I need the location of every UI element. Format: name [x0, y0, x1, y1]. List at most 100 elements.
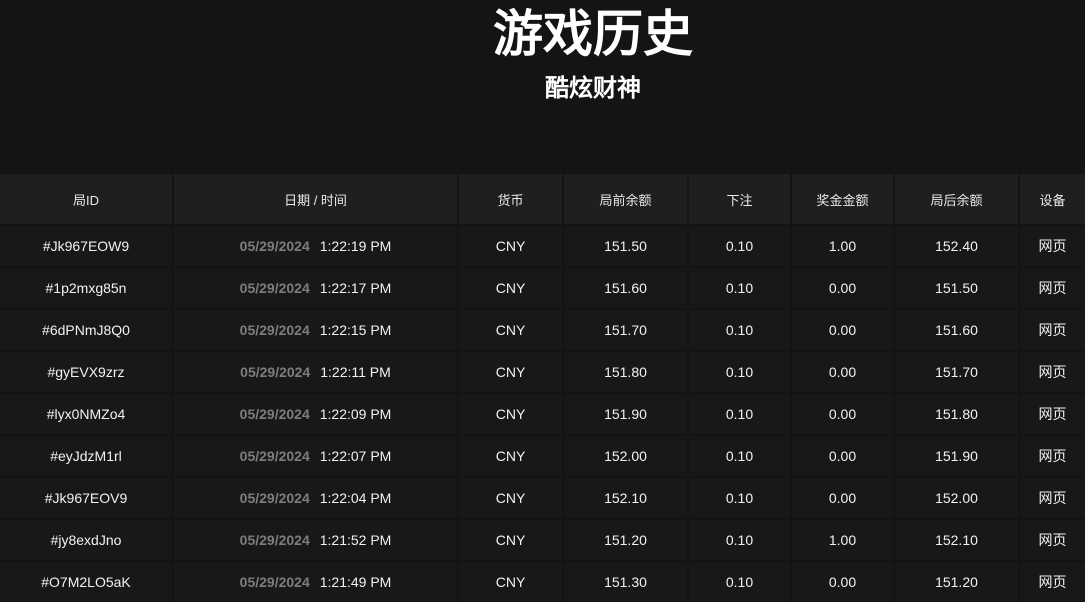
cell-bet: 0.10	[688, 350, 792, 393]
cell-win-amount: 0.00	[791, 308, 895, 351]
cell-win-amount: 0.00	[791, 476, 895, 519]
cell-balance-before: 151.30	[563, 560, 689, 602]
cell-bet: 0.10	[688, 266, 792, 309]
cell-balance-before: 152.00	[563, 434, 689, 477]
cell-balance-before: 151.90	[563, 392, 689, 435]
cell-bet: 0.10	[688, 224, 792, 267]
cell-round-id: #Jk967EOV9	[0, 476, 174, 519]
cell-device: 网页	[1019, 350, 1085, 393]
cell-currency: CNY	[458, 518, 564, 561]
time: 1:22:04 PM	[319, 490, 392, 506]
time: 1:22:07 PM	[319, 448, 392, 464]
cell-bet: 0.10	[688, 308, 792, 351]
cell-date-time: 05/29/2024 1:21:52 PM	[173, 518, 459, 561]
time: 1:22:11 PM	[320, 364, 391, 380]
cell-device: 网页	[1019, 476, 1085, 519]
cell-balance-after: 151.20	[894, 560, 1020, 602]
cell-device: 网页	[1019, 434, 1085, 477]
column-header-currency: 货币	[458, 174, 564, 225]
cell-bet: 0.10	[688, 518, 792, 561]
cell-currency: CNY	[458, 392, 564, 435]
column-header-round-id: 局ID	[0, 174, 174, 225]
cell-balance-after: 151.70	[894, 350, 1020, 393]
column-header-bet: 下注	[688, 174, 792, 225]
cell-round-id: #gyEVX9zrz	[0, 350, 174, 393]
cell-date-time: 05/29/2024 1:22:19 PM	[173, 224, 459, 267]
cell-date-time: 05/29/2024 1:22:09 PM	[173, 392, 459, 435]
cell-balance-after: 151.80	[894, 392, 1020, 435]
cell-date-time: 05/29/2024 1:22:17 PM	[173, 266, 459, 309]
cell-currency: CNY	[458, 476, 564, 519]
table-row[interactable]: #gyEVX9zrz 05/29/2024 1:22:11 PM CNY 151.80 0…	[0, 350, 1085, 393]
date: 05/29/2024	[239, 406, 310, 422]
column-header-balance-before: 局前余额	[563, 174, 689, 225]
table-row[interactable]: #Jk967EOW9 05/29/2024 1:22:19 PM CNY 151.50 0…	[0, 224, 1085, 267]
date: 05/29/2024	[239, 238, 310, 254]
time: 1:21:52 PM	[319, 532, 392, 548]
cell-balance-before: 151.20	[563, 518, 689, 561]
cell-balance-before: 151.60	[563, 266, 689, 309]
cell-device: 网页	[1019, 266, 1085, 309]
cell-round-id: #jy8exdJno	[0, 518, 174, 561]
date: 05/29/2024	[239, 490, 310, 506]
cell-round-id: #1p2mxg85n	[0, 266, 174, 309]
cell-balance-after: 151.60	[894, 308, 1020, 351]
cell-date-time: 05/29/2024 1:22:15 PM	[173, 308, 459, 351]
cell-balance-before: 151.70	[563, 308, 689, 351]
cell-device: 网页	[1019, 392, 1085, 435]
cell-device: 网页	[1019, 308, 1085, 351]
cell-win-amount: 0.00	[791, 266, 895, 309]
table-row[interactable]: #6dPNmJ8Q0 05/29/2024 1:22:15 PM CNY 151.70 0…	[0, 308, 1085, 351]
cell-balance-after: 152.40	[894, 224, 1020, 267]
table-header-row: 局ID 日期 / 时间 货币 局前余额 下注 奖金金额 局后余额 设备	[0, 174, 1085, 225]
date: 05/29/2024	[240, 364, 311, 380]
cell-date-time: 05/29/2024 1:21:49 PM	[173, 560, 459, 602]
table-row[interactable]: #O7M2LO5aK 05/29/2024 1:21:49 PM CNY 151.30 0…	[0, 560, 1085, 602]
cell-win-amount: 0.00	[791, 560, 895, 602]
table-row[interactable]: #lyx0NMZo4 05/29/2024 1:22:09 PM CNY 151.90 0…	[0, 392, 1085, 435]
cell-currency: CNY	[458, 350, 564, 393]
time: 1:21:49 PM	[319, 574, 392, 590]
cell-bet: 0.10	[688, 434, 792, 477]
cell-bet: 0.10	[688, 560, 792, 602]
game-history-table: 局ID 日期 / 时间 货币 局前余额 下注 奖金金额 局后余额 设备 #Jk967EOW9 0…	[0, 174, 1085, 602]
cell-currency: CNY	[458, 560, 564, 602]
cell-balance-before: 151.50	[563, 224, 689, 267]
cell-currency: CNY	[458, 266, 564, 309]
date: 05/29/2024	[239, 574, 310, 590]
game-name: 酷炫财神	[545, 75, 641, 102]
cell-currency: CNY	[458, 224, 564, 267]
cell-date-time: 05/29/2024 1:22:11 PM	[173, 350, 459, 393]
cell-balance-after: 151.50	[894, 266, 1020, 309]
cell-device: 网页	[1019, 224, 1085, 267]
cell-balance-after: 152.10	[894, 518, 1020, 561]
cell-bet: 0.10	[688, 476, 792, 519]
time: 1:22:15 PM	[319, 322, 392, 338]
cell-device: 网页	[1019, 518, 1085, 561]
cell-win-amount: 0.00	[791, 392, 895, 435]
cell-date-time: 05/29/2024 1:22:04 PM	[173, 476, 459, 519]
cell-bet: 0.10	[688, 392, 792, 435]
page-title: 游戏历史	[493, 6, 693, 62]
cell-currency: CNY	[458, 308, 564, 351]
cell-date-time: 05/29/2024 1:22:07 PM	[173, 434, 459, 477]
column-header-balance-after: 局后余额	[894, 174, 1020, 225]
column-header-device: 设备	[1019, 174, 1085, 225]
cell-round-id: #O7M2LO5aK	[0, 560, 174, 602]
table-row[interactable]: #1p2mxg85n 05/29/2024 1:22:17 PM CNY 151.60 0…	[0, 266, 1085, 309]
column-header-date-time: 日期 / 时间	[173, 174, 459, 225]
table-row[interactable]: #Jk967EOV9 05/29/2024 1:22:04 PM CNY 152.10 0…	[0, 476, 1085, 519]
cell-balance-after: 152.00	[894, 476, 1020, 519]
table-row[interactable]: #eyJdzM1rl 05/29/2024 1:22:07 PM CNY 152.00 0…	[0, 434, 1085, 477]
time: 1:22:17 PM	[319, 280, 392, 296]
cell-round-id: #eyJdzM1rl	[0, 434, 174, 477]
cell-win-amount: 0.00	[791, 434, 895, 477]
cell-balance-before: 151.80	[563, 350, 689, 393]
cell-win-amount: 1.00	[791, 224, 895, 267]
time: 1:22:09 PM	[319, 406, 392, 422]
cell-balance-before: 152.10	[563, 476, 689, 519]
cell-round-id: #Jk967EOW9	[0, 224, 174, 267]
cell-round-id: #lyx0NMZo4	[0, 392, 174, 435]
table-row[interactable]: #jy8exdJno 05/29/2024 1:21:52 PM CNY 151.20 0…	[0, 518, 1085, 561]
column-header-win-amount: 奖金金额	[791, 174, 895, 225]
